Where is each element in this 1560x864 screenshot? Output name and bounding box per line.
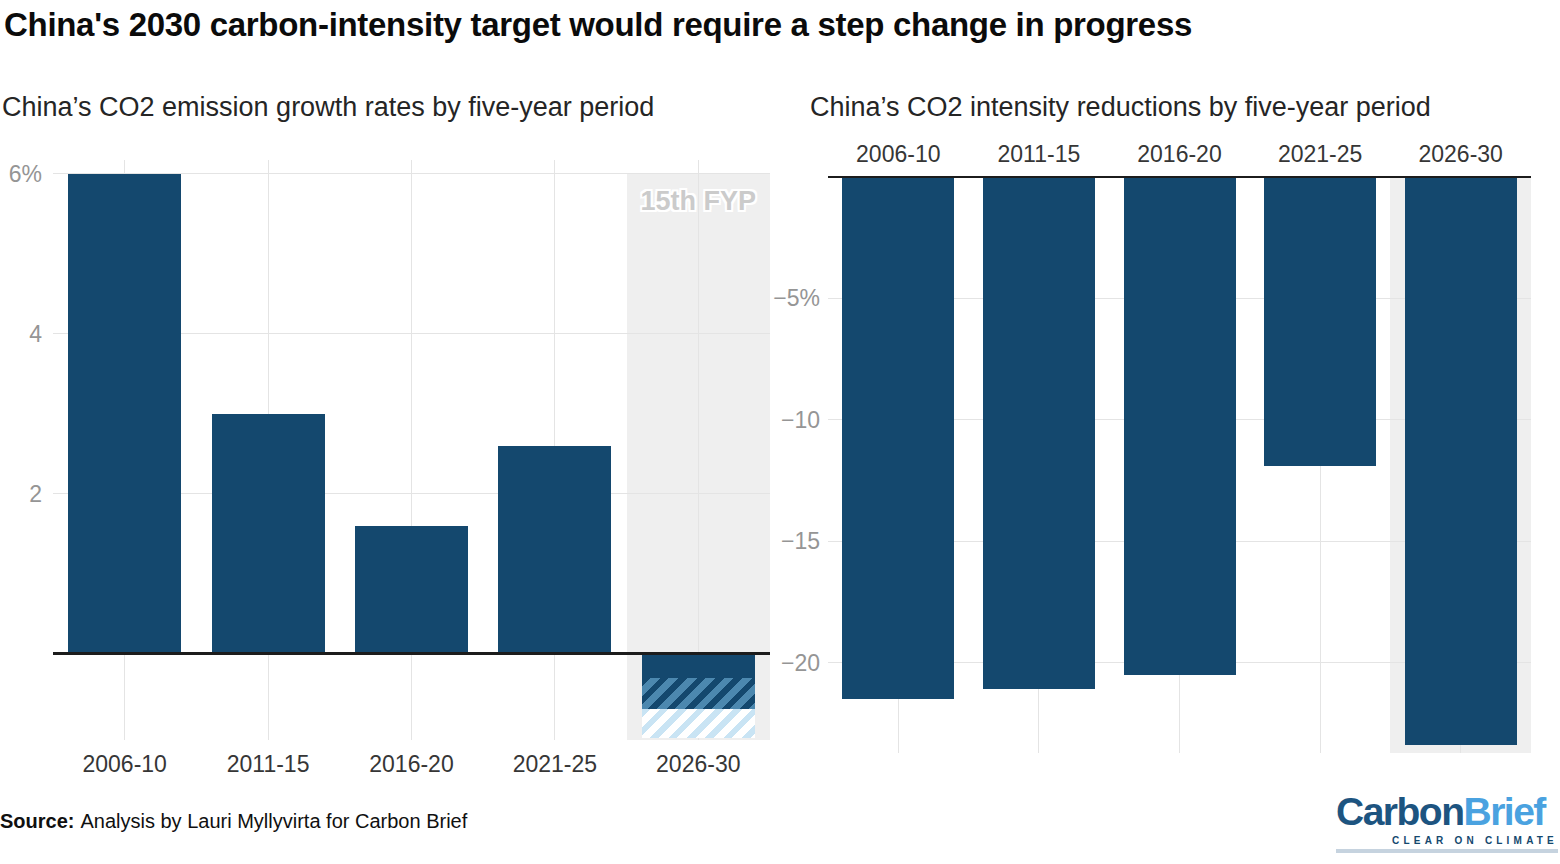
page-title: China's 2030 carbon-intensity target wou…: [4, 6, 1192, 44]
y-axis-tick-label: −15: [740, 527, 820, 555]
horizontal-gridline: [828, 662, 1531, 663]
horizontal-gridline: [828, 298, 1531, 299]
bar-segment-hatch-light: [642, 709, 755, 739]
logo-wordmark: CarbonBrief: [1336, 792, 1558, 831]
carbonbrief-logo: CarbonBrief CLEAR ON CLIMATE: [1336, 792, 1558, 853]
zero-baseline: [53, 652, 770, 655]
fyp-band-label: 15th FYP: [627, 186, 770, 216]
vertical-gridline: [1320, 177, 1321, 753]
category-label: 2011-15: [196, 750, 339, 778]
bar: [355, 526, 468, 654]
logo-tagline: CLEAR ON CLIMATE: [1336, 835, 1558, 846]
logo-word-carbon: Carbon: [1336, 790, 1464, 833]
left-chart-title: China’s CO2 emission growth rates by fiv…: [2, 92, 654, 123]
vertical-gridline: [124, 160, 125, 740]
vertical-gridline: [1038, 177, 1039, 753]
bar: [842, 177, 954, 699]
bar-segment-hatch-dark: [642, 678, 755, 709]
source-label: Source:: [0, 810, 74, 832]
bar: [1405, 177, 1517, 745]
y-axis-tick-label: −5%: [740, 284, 820, 312]
vertical-gridline: [1460, 177, 1461, 753]
bar: [212, 414, 325, 654]
horizontal-gridline: [828, 541, 1531, 542]
y-axis-tick-label: −20: [740, 649, 820, 677]
horizontal-gridline: [53, 493, 770, 494]
y-axis-tick-label: 2: [0, 480, 42, 508]
bar: [1264, 177, 1376, 466]
bar: [498, 446, 611, 654]
intensity-reduction-chart: −5%−10−15−202006-102011-152016-202021-25…: [0, 0, 1560, 864]
bar-segment-solid: [642, 654, 755, 678]
category-label: 2011-15: [969, 140, 1110, 168]
source-text: Analysis by Lauri Myllyvirta for Carbon …: [80, 810, 467, 832]
highlight-band: [627, 174, 770, 740]
vertical-gridline: [898, 177, 899, 753]
highlight-band: [1390, 177, 1531, 753]
vertical-gridline: [1179, 177, 1180, 753]
infographic: China's 2030 carbon-intensity target wou…: [0, 0, 1560, 864]
y-axis-tick-label: 4: [0, 320, 42, 348]
vertical-gridline: [268, 160, 269, 740]
right-chart-title: China’s CO2 intensity reductions by five…: [810, 92, 1431, 123]
category-label: 2021-25: [483, 750, 626, 778]
vertical-gridline: [554, 160, 555, 740]
category-label: 2016-20: [1109, 140, 1250, 168]
horizontal-gridline: [53, 333, 770, 334]
horizontal-gridline: [828, 419, 1531, 420]
category-label: 2026-30: [627, 750, 770, 778]
bar: [68, 174, 181, 654]
category-label: 2021-25: [1250, 140, 1391, 168]
bar: [983, 177, 1095, 689]
y-axis-tick-label: 6%: [0, 160, 42, 188]
category-label: 2016-20: [340, 750, 483, 778]
y-axis-tick-label: −10: [740, 406, 820, 434]
source-line: Source: Analysis by Lauri Myllyvirta for …: [0, 810, 467, 833]
horizontal-gridline: [53, 173, 770, 174]
logo-word-brief: Brief: [1464, 790, 1545, 833]
category-label: 2006-10: [828, 140, 969, 168]
category-label: 2006-10: [53, 750, 196, 778]
vertical-gridline: [411, 160, 412, 740]
bar: [1124, 177, 1236, 675]
emission-growth-chart: 6%422006-102011-152016-202021-252026-301…: [0, 0, 1560, 864]
logo-underline: [1336, 849, 1558, 853]
category-label: 2026-30: [1390, 140, 1531, 168]
zero-baseline: [828, 176, 1531, 179]
vertical-gridline: [698, 160, 699, 740]
